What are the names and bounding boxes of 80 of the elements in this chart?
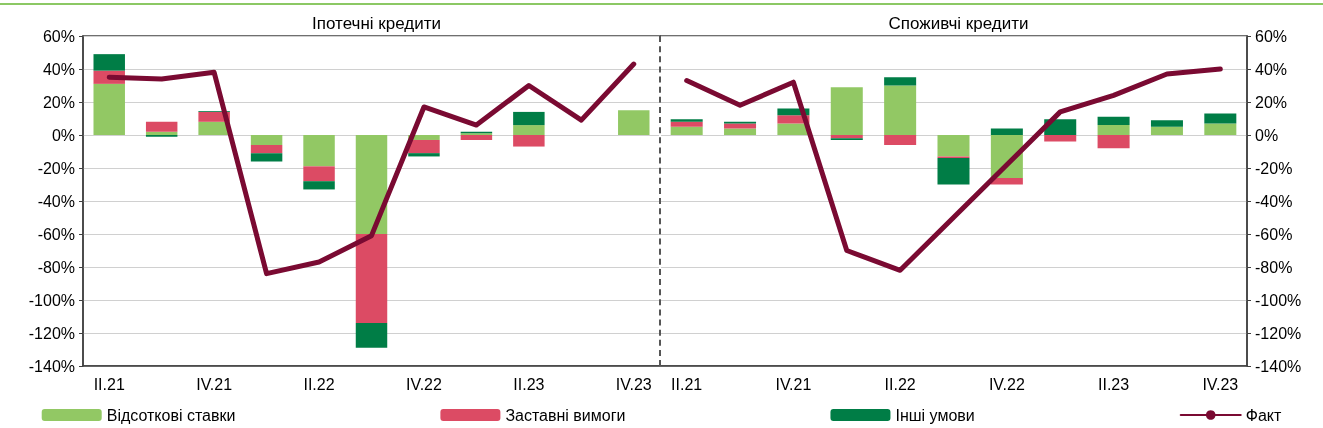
- y-tick-label: 40%: [1255, 60, 1288, 78]
- y-tick-label: -140%: [1255, 357, 1302, 375]
- bar: [724, 123, 757, 129]
- y-tick-label: -40%: [37, 192, 75, 210]
- bar: [303, 135, 335, 167]
- bar: [1150, 126, 1183, 135]
- x-tick-label: IV.21: [196, 375, 233, 393]
- legend-label: Заставні вимоги: [505, 406, 626, 424]
- y-tick-label: -20%: [1255, 159, 1293, 177]
- bar: [1204, 113, 1237, 124]
- bar: [355, 135, 388, 234]
- x-tick-label: IV.23: [615, 375, 652, 393]
- legend-label: Відсоткові ставки: [106, 406, 236, 424]
- x-tick-label: II.22: [303, 375, 335, 393]
- y-tick-label: 40%: [42, 60, 75, 78]
- bar: [408, 139, 440, 154]
- y-tick-label: -60%: [37, 225, 75, 243]
- y-tick-label: -40%: [1255, 192, 1293, 210]
- bar: [670, 119, 703, 122]
- y-tick-label: -20%: [37, 159, 75, 177]
- legend-label: Факт: [1245, 406, 1282, 424]
- bar: [830, 87, 863, 135]
- y-tick-label: -120%: [1255, 324, 1302, 342]
- x-tick-label: II.23: [1098, 375, 1130, 393]
- bar: [1097, 116, 1130, 126]
- bar: [1044, 135, 1077, 142]
- x-tick-label: IV.22: [406, 375, 442, 393]
- chart-title: Споживчі кредити: [888, 14, 1029, 33]
- legend-label: Інші умови: [895, 406, 975, 424]
- y-tick-label: -80%: [1255, 258, 1293, 276]
- bar: [670, 126, 703, 135]
- x-tick-label: II.23: [513, 375, 545, 393]
- x-tick-label: II.22: [884, 375, 916, 393]
- y-tick-label: 60%: [42, 27, 75, 45]
- bar: [250, 144, 283, 154]
- y-tick-label: 20%: [42, 93, 75, 111]
- bar: [1097, 135, 1130, 149]
- bar: [250, 135, 283, 145]
- bar: [1097, 125, 1130, 135]
- bar: [460, 135, 493, 140]
- bar: [990, 128, 1023, 135]
- y-tick-label: -80%: [37, 258, 75, 276]
- bar: [937, 135, 970, 157]
- bar: [93, 54, 125, 71]
- y-tick-label: -140%: [28, 357, 75, 375]
- y-tick-label: 0%: [1255, 126, 1279, 144]
- bar: [1204, 123, 1237, 135]
- y-tick-label: -60%: [1255, 225, 1293, 243]
- bar: [355, 234, 388, 324]
- bar: [884, 135, 917, 145]
- bar: [884, 77, 917, 86]
- y-tick-label: 0%: [51, 126, 75, 144]
- bar: [670, 121, 703, 127]
- bar: [884, 85, 917, 135]
- bar: [303, 181, 335, 190]
- bar: [513, 125, 545, 135]
- bar: [408, 153, 440, 157]
- bar: [93, 83, 125, 135]
- y-tick-label: -100%: [1255, 291, 1302, 309]
- bar: [618, 110, 650, 135]
- y-tick-label: -100%: [28, 291, 75, 309]
- y-tick-label: 60%: [1255, 27, 1288, 45]
- bar: [513, 135, 545, 147]
- bar: [145, 121, 178, 132]
- bar: [1150, 120, 1183, 127]
- bar: [513, 111, 545, 126]
- chart-title: Іпотечні кредити: [312, 14, 441, 33]
- bar: [724, 128, 757, 135]
- bar: [990, 177, 1023, 185]
- bar: [355, 323, 388, 348]
- x-tick-label: II.21: [671, 375, 703, 393]
- bar: [937, 158, 970, 185]
- x-tick-label: IV.22: [988, 375, 1025, 393]
- x-tick-label: II.21: [93, 375, 125, 393]
- x-tick-label: IV.21: [775, 375, 812, 393]
- y-tick-label: -120%: [28, 324, 75, 342]
- bar: [250, 153, 283, 162]
- y-tick-label: 20%: [1255, 93, 1288, 111]
- x-tick-label: IV.23: [1202, 375, 1239, 393]
- bar: [303, 166, 335, 182]
